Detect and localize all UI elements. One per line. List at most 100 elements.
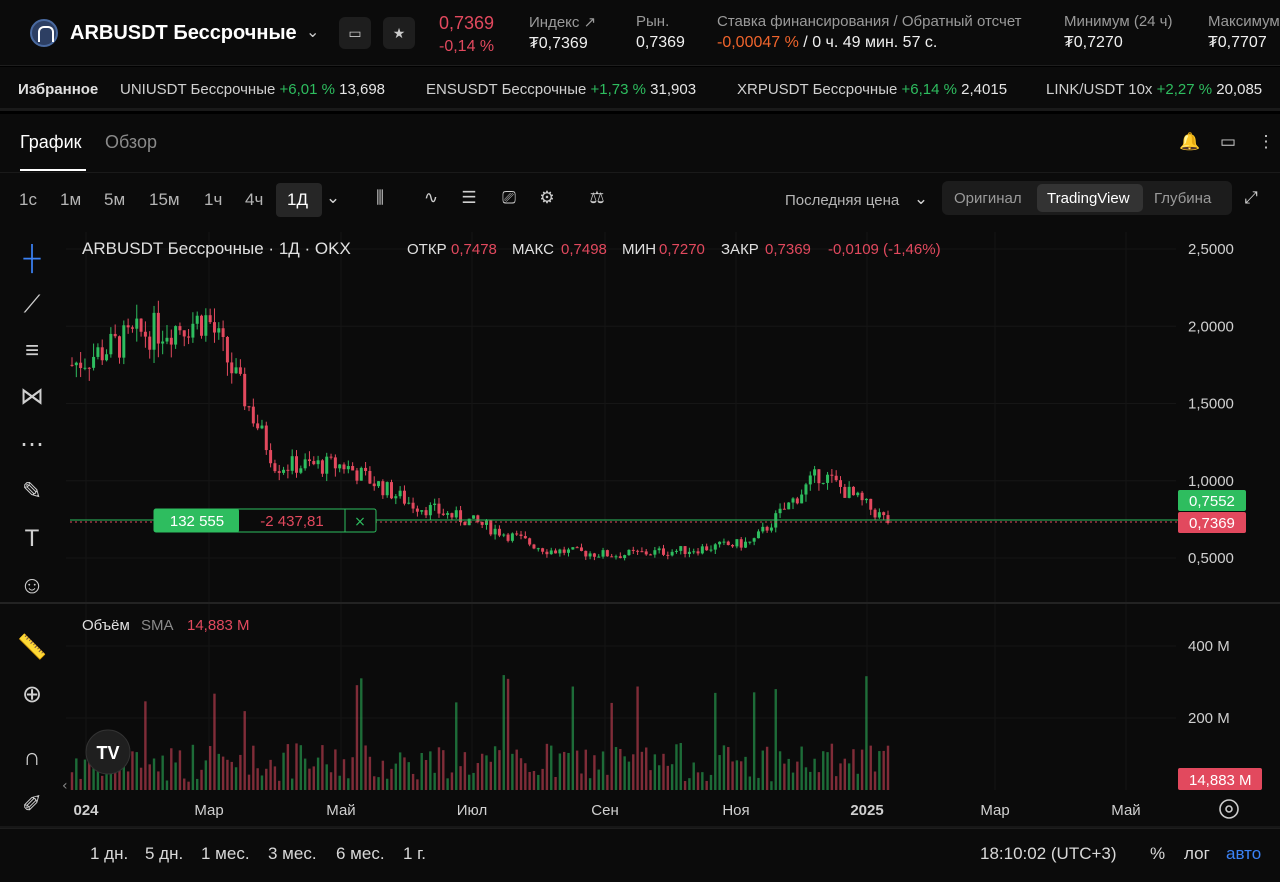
- volume-bar: [170, 748, 173, 790]
- candle-body: [778, 508, 782, 514]
- volume-bar: [506, 678, 510, 790]
- trendline-icon[interactable]: ⟋: [23, 291, 41, 318]
- symbol-title[interactable]: ARBUSDT Бессрочные: [70, 22, 297, 44]
- candle-body: [312, 461, 316, 465]
- low-24h-label: Минимум (24 ч): [1064, 13, 1173, 30]
- price-source-select[interactable]: Последняя цена: [785, 192, 900, 209]
- range-3m[interactable]: 3 мес.: [268, 844, 317, 863]
- log-toggle[interactable]: лог: [1184, 844, 1210, 863]
- candle-body: [441, 513, 445, 515]
- view-original[interactable]: Оригинал: [954, 190, 1022, 207]
- tab-chart[interactable]: График: [20, 132, 82, 152]
- indicators-icon[interactable]: ∿: [423, 188, 439, 207]
- pattern-icon[interactable]: ⋈: [20, 383, 44, 410]
- candle-body: [739, 539, 743, 548]
- replay-icon[interactable]: ⎚: [502, 188, 516, 207]
- range-1m[interactable]: 1 мес.: [201, 844, 250, 863]
- edit-lock-icon[interactable]: ✐: [21, 791, 43, 818]
- brush-icon[interactable]: ✎: [21, 478, 43, 505]
- view-depth[interactable]: Глубина: [1154, 190, 1212, 207]
- tab-overview[interactable]: Обзор: [105, 132, 157, 152]
- volume-bar: [774, 689, 777, 790]
- candle-body: [126, 325, 130, 328]
- crosshair-icon[interactable]: ┼: [23, 245, 41, 272]
- price-chart[interactable]: 132 555 -2 437,81 × 2,5000 2,0000 1,5000 1,…: [0, 230, 1280, 828]
- favorite-item[interactable]: LINK/USDT 10x +2,27 % 20,085: [1046, 81, 1263, 98]
- volume-bar: [351, 757, 354, 790]
- candle-body: [748, 541, 752, 543]
- favorites-label: Избранное: [18, 81, 99, 98]
- volume-bar: [632, 754, 635, 790]
- star-icon[interactable]: ★: [383, 17, 415, 49]
- gear-icon[interactable]: ⚙: [539, 188, 555, 207]
- chevron-down-icon[interactable]: ⌄: [306, 24, 320, 41]
- range-6m[interactable]: 6 мес.: [336, 844, 385, 863]
- candle-body: [398, 490, 402, 497]
- timeframe-1h[interactable]: 1ч: [204, 190, 223, 209]
- text-icon[interactable]: T: [24, 525, 40, 552]
- volume-bar: [165, 780, 169, 790]
- chevron-down-icon[interactable]: ⌄: [913, 189, 929, 208]
- range-5d[interactable]: 5 дн.: [145, 844, 184, 863]
- external-link-icon[interactable]: ↗: [583, 14, 597, 31]
- magnet-icon[interactable]: ∩: [23, 744, 41, 771]
- favorite-item[interactable]: UNIUSDT Бессрочные +6,01 % 13,698: [120, 81, 386, 98]
- settings-axis-button[interactable]: [1219, 799, 1239, 819]
- tradingview-badge[interactable]: TV: [85, 729, 131, 775]
- percent-toggle[interactable]: %: [1150, 844, 1166, 863]
- book-icon[interactable]: ▭: [339, 17, 371, 49]
- horizontal-lines-icon[interactable]: ≡: [24, 337, 39, 364]
- time-tick-label: Май: [1111, 802, 1140, 819]
- timeframe-1d[interactable]: 1Д: [287, 190, 308, 209]
- legend-open-label: ОТКР: [407, 241, 447, 258]
- candle-body: [130, 327, 134, 329]
- auto-toggle[interactable]: авто: [1226, 844, 1262, 863]
- timeframe-1m[interactable]: 1м: [60, 190, 82, 209]
- high-24h-value: ₮0,7707: [1208, 34, 1267, 51]
- ruler-icon[interactable]: 📏: [17, 634, 47, 661]
- fullscreen-icon[interactable]: ⤢: [1244, 188, 1258, 207]
- volume-bar: [187, 781, 190, 790]
- volume-bar: [329, 772, 333, 790]
- fib-icon[interactable]: ⋯: [20, 431, 44, 458]
- view-tradingview[interactable]: TradingView: [1047, 190, 1130, 207]
- alert-add-icon[interactable]: 🔔: [1179, 132, 1201, 151]
- list-icon[interactable]: ☰: [461, 188, 477, 207]
- range-1d[interactable]: 1 дн.: [90, 844, 129, 863]
- clock-time[interactable]: 18:10:02 (UTC+3): [980, 844, 1117, 863]
- candle-body: [851, 486, 855, 496]
- volume-bar: [299, 745, 303, 790]
- volume-bar: [433, 772, 436, 790]
- volume-bar: [364, 745, 367, 790]
- candle-body: [450, 513, 454, 518]
- emoji-icon[interactable]: ☺: [19, 572, 45, 599]
- favorite-item[interactable]: ENSUSDT Бессрочные +1,73 % 31,903: [426, 81, 697, 98]
- timeframe-4h[interactable]: 4ч: [245, 190, 264, 209]
- candle-body: [541, 548, 545, 552]
- chevron-down-icon[interactable]: ⌄: [325, 188, 341, 207]
- candle-body: [389, 482, 393, 499]
- candles-icon[interactable]: ⫼: [376, 188, 384, 207]
- volume-bar: [489, 761, 492, 790]
- more-icon[interactable]: ⋮: [1257, 132, 1275, 151]
- timeframe-1s[interactable]: 1с: [19, 190, 37, 209]
- compare-scale-icon[interactable]: ⚖: [589, 188, 605, 207]
- candle-body: [187, 336, 191, 338]
- candle-body: [420, 510, 424, 512]
- time-tick-label: 2025: [850, 802, 883, 819]
- window-icon[interactable]: ▭: [1219, 132, 1237, 151]
- view-switcher: Оригинал TradingView Глубина: [942, 181, 1232, 215]
- candle-body: [225, 337, 229, 363]
- candle-body: [545, 551, 549, 555]
- timeframe-5m[interactable]: 5м: [104, 190, 126, 209]
- position-label[interactable]: 132 555 -2 437,81 ×: [153, 508, 377, 533]
- zoom-in-icon[interactable]: ⊕: [21, 681, 43, 708]
- timeframe-15m[interactable]: 15м: [149, 190, 180, 209]
- volume-bar: [653, 754, 657, 790]
- favorite-item[interactable]: XRPUSDT Бессрочные +6,14 % 2,4015: [737, 81, 1008, 98]
- volume-bar: [88, 743, 91, 790]
- candle-body: [674, 550, 678, 552]
- candle-body: [74, 362, 78, 366]
- range-1y[interactable]: 1 г.: [403, 844, 427, 863]
- volume-bar: [200, 769, 203, 790]
